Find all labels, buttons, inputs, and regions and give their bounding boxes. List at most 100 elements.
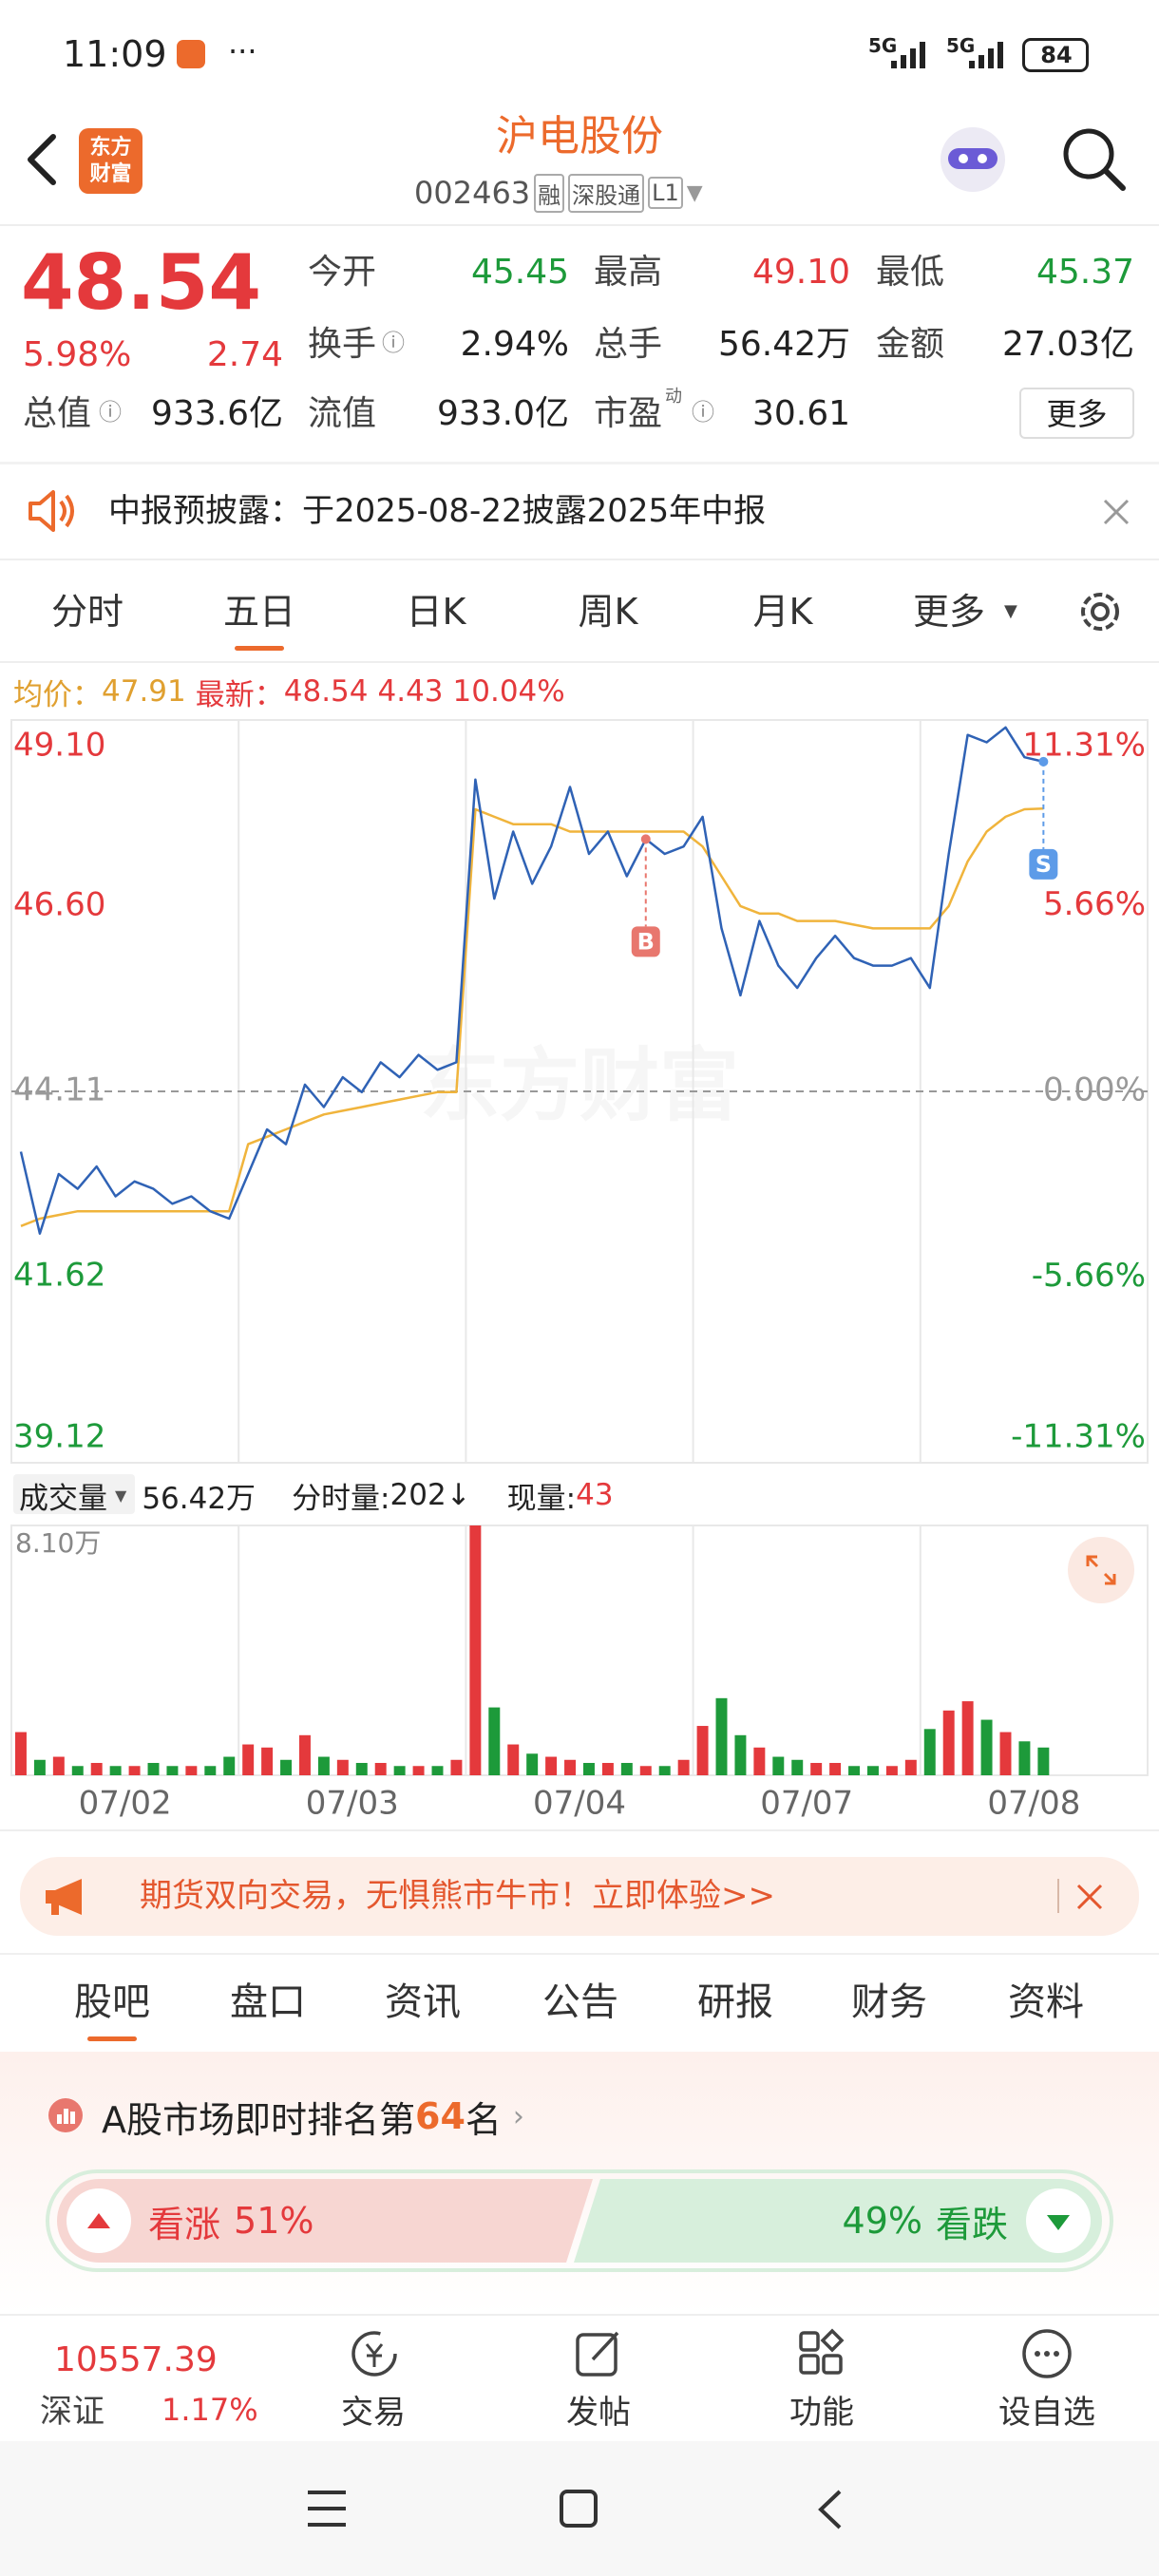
volume-bar [715,1697,728,1775]
content-tab[interactable]: 研报 [697,1980,773,2024]
more-button[interactable] [1019,388,1134,439]
period-tab[interactable]: 更多 [913,591,986,633]
volume-bar [564,1759,577,1775]
avg-line [20,806,1044,1227]
volume-total: 56.42万 [142,1481,256,1516]
clock: 11:09 [63,33,167,75]
expand-button[interactable] [1068,1537,1134,1603]
badge: L1 [648,177,683,209]
back-button[interactable] [23,133,61,186]
volume-bar [923,1729,936,1775]
field-value: 2.94% [460,325,569,364]
index-change: 1.17% [162,2392,258,2428]
chevron: › [512,2099,524,2133]
period-tab[interactable]: 分时 [50,591,124,633]
field-value: 30.61 [751,394,850,433]
tick-volume: 202 [390,1478,446,1512]
dropdown-arrow[interactable]: ▼ [686,180,703,205]
net-label: 5G [868,34,898,57]
field-value: 45.37 [1036,253,1134,292]
divider [0,661,1159,663]
field-label: 金额 [876,325,945,364]
volume-bar [223,1756,236,1775]
avg-value: 47.91 [102,674,186,709]
bull-pct: 51% [234,2200,314,2242]
field-label: 流值 [308,394,377,433]
volume-bar [829,1763,842,1775]
back-nav-button[interactable] [815,2489,846,2530]
content-tab[interactable]: 资讯 [385,1980,461,2024]
notice-text[interactable]: 中报预披露：于2025-08-22披露2025年中报 [108,492,767,530]
nav-label[interactable]: 设自选 [998,2394,1095,2432]
field-label: 市盈 [594,394,663,433]
period-tab[interactable]: 周K [578,591,638,633]
volume-bar [280,1759,293,1775]
volume-bar [393,1766,406,1775]
volume-bar [791,1759,804,1775]
content-tab[interactable]: 公告 [542,1980,618,2024]
volume-bar [677,1759,690,1775]
index-value[interactable]: 10557.39 [54,2340,218,2379]
period-tab[interactable]: 月K [752,591,813,633]
field-value: 45.45 [470,253,569,292]
field-label: 今开 [308,253,377,292]
settings-button[interactable] [1075,587,1125,636]
nav-icon [576,2331,619,2377]
ad-text[interactable]: 期货双向交易，无惧熊市牛市！立即体验>> [140,1877,775,1915]
volume-bar [848,1766,861,1775]
field-value: 933.6亿 [150,394,283,433]
assistant-avatar[interactable] [935,122,1011,198]
last-price: 48.54 [21,238,262,327]
nav-label[interactable]: 发帖 [566,2394,631,2432]
volume-bar [336,1759,349,1775]
info-icon[interactable]: ⓘ [382,330,405,356]
rank-prefix: A股市场即时排名第 [102,2098,415,2141]
tick-volume-label: 分时量: [292,1481,390,1516]
volume-bar [810,1763,823,1775]
change: 2.74 [206,335,283,374]
divider [0,559,1159,560]
rank-line[interactable]: A股市场即时排名第 64 名 › [102,2095,524,2141]
volume-bar [639,1766,652,1775]
latest-change: 4.43 [377,674,444,709]
volume-bar [355,1763,368,1775]
content-tab[interactable]: 财务 [851,1980,927,2024]
menu-button[interactable] [306,2489,348,2529]
y2-tick-label: 5.66% [1043,885,1146,923]
field-value: 56.42万 [717,325,850,364]
info-icon[interactable]: ⓘ [99,399,122,426]
x-tick-label: 07/04 [533,1785,626,1823]
period-tab[interactable]: 日K [406,591,466,633]
volume-bar [431,1766,444,1775]
home-button[interactable] [559,2489,598,2529]
nav-label[interactable]: 功能 [789,2394,854,2432]
volume-bar [620,1763,633,1775]
field-label: 最高 [594,253,663,292]
current-volume-label: 现量: [506,1481,577,1516]
content-tab[interactable]: 盘口 [230,1980,306,2024]
content-tab-active[interactable]: 股吧 [74,1980,150,2024]
period-tab-active[interactable]: 五日 [222,591,295,633]
volume-indicator[interactable]: 成交量 [19,1481,107,1516]
volume-bar [261,1747,274,1775]
close-button[interactable] [1075,1883,1104,1911]
trade-marker-label: B [637,928,655,955]
close-button[interactable] [1102,498,1130,526]
search-button[interactable] [1060,125,1129,194]
y2-tick-label: -11.31% [1011,1418,1146,1456]
info-icon[interactable]: ⓘ [692,399,714,426]
tick-arrow: ↓ [446,1478,471,1512]
volume-bar [904,1759,917,1775]
content-tab[interactable]: 资料 [1008,1980,1084,2024]
nav-label[interactable]: 交易 [341,2394,406,2432]
rank-value: 64 [415,2095,466,2137]
sentiment-bar[interactable] [46,2169,1113,2272]
volume-selector[interactable] [13,1474,135,1514]
ad-banner[interactable] [20,1857,1139,1936]
field-value: 49.10 [751,253,850,292]
y-tick-label: 46.60 [13,885,105,923]
chart-info: 均价： 47.91 最新： 48.54 4.43 10.04% [13,674,565,712]
y-tick-label: 39.12 [13,1418,105,1456]
field-label: 总手 [594,325,663,364]
y-tick-label: 49.10 [13,727,105,765]
